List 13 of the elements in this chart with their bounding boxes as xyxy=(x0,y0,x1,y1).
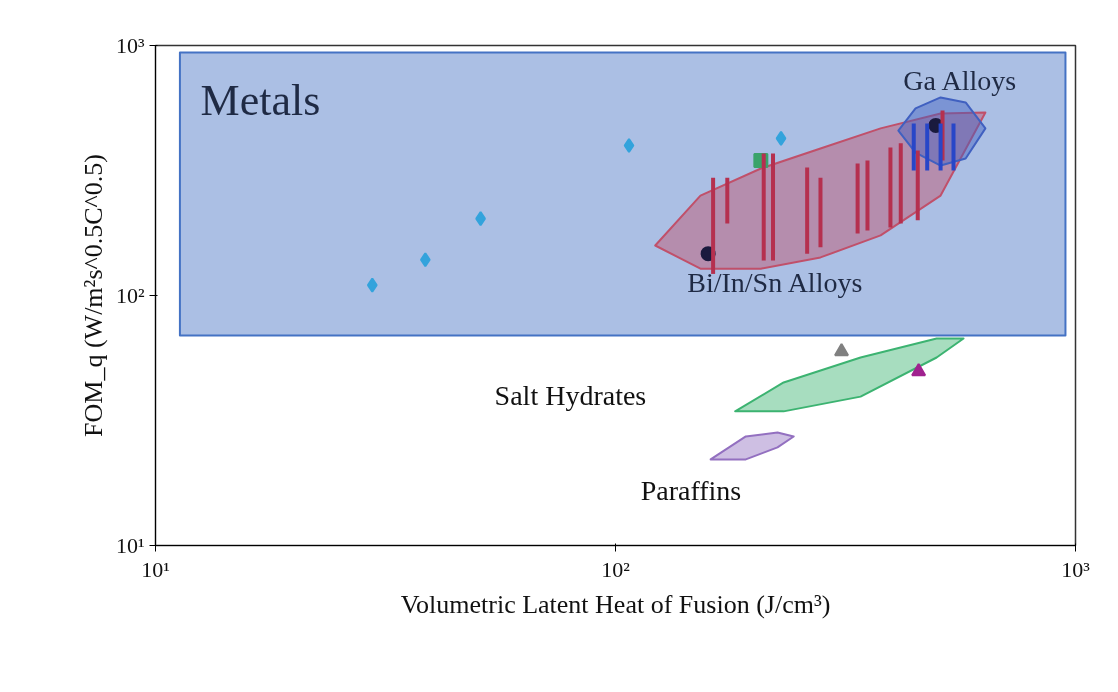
annotation: Salt Hydrates xyxy=(494,380,647,411)
x-axis-title: Volumetric Latent Heat of Fusion (J/cm³) xyxy=(400,589,831,619)
y-axis-title: FOM_q (W/m²s^0.5C^0.5) xyxy=(78,154,108,437)
annotation: Bi/In/Sn Alloys xyxy=(687,267,863,298)
x-tick-label: 10² xyxy=(601,556,631,582)
annotation: Ga Alloys xyxy=(903,65,1017,96)
y-tick-label: 10³ xyxy=(115,33,145,58)
x-tick-label: 10³ xyxy=(1061,556,1091,582)
y-tick-label: 10² xyxy=(115,283,145,308)
x-tick-label: 10¹ xyxy=(141,556,170,582)
annotation: Metals xyxy=(200,76,321,125)
y-tick-label: 10¹ xyxy=(115,533,145,558)
annotation: Paraffins xyxy=(640,475,742,506)
